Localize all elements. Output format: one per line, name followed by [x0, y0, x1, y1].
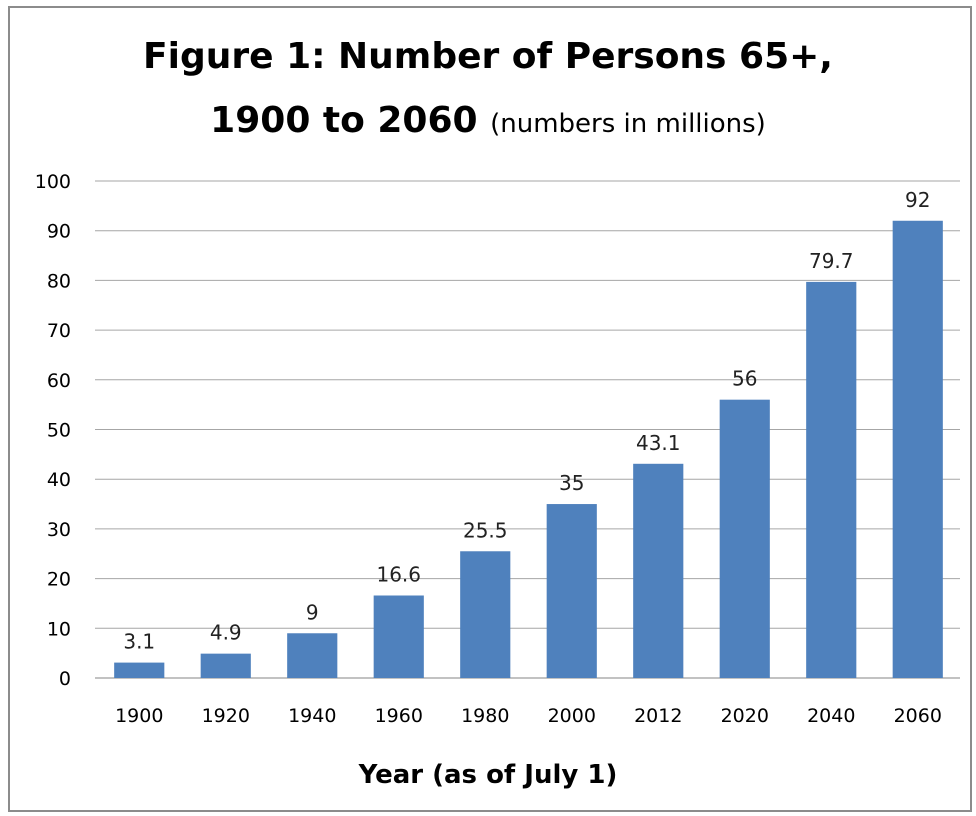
y-tick-label: 30	[47, 519, 71, 541]
bar	[546, 504, 597, 678]
x-tick-label: 2020	[721, 705, 769, 727]
x-tick-label: 2012	[634, 705, 682, 727]
bar	[114, 662, 165, 678]
chart-subtitle: (numbers in millions)	[490, 109, 766, 139]
bar	[287, 633, 338, 678]
y-tick-label: 100	[35, 171, 71, 193]
bar	[200, 653, 251, 678]
y-tick-label: 20	[47, 569, 71, 591]
data-label: 25.5	[463, 518, 508, 542]
bar	[892, 220, 943, 678]
y-tick-label: 90	[47, 221, 71, 243]
chart-title: Figure 1: Number of Persons 65+,	[143, 36, 833, 77]
data-label: 35	[559, 471, 584, 495]
x-tick-label: 1900	[115, 705, 163, 727]
bar	[633, 463, 684, 678]
data-label: 16.6	[376, 562, 421, 586]
y-tick-label: 60	[47, 370, 71, 392]
x-tick-label: 2060	[894, 705, 942, 727]
data-label: 92	[905, 188, 930, 212]
data-label: 79.7	[809, 249, 854, 273]
data-label: 3.1	[123, 630, 155, 654]
x-tick-label: 1920	[202, 705, 250, 727]
bar	[806, 281, 857, 678]
chart-title-years: 1900 to 2060	[210, 100, 478, 141]
bar	[460, 551, 511, 678]
bar	[373, 595, 424, 678]
x-axis-title: Year (as of July 1)	[358, 760, 618, 790]
data-label: 4.9	[210, 621, 242, 645]
data-label: 56	[732, 367, 757, 391]
chart-title-line2: 1900 to 2060 (numbers in millions)	[0, 100, 976, 141]
y-tick-label: 0	[59, 668, 71, 690]
y-tick-label: 50	[47, 420, 71, 442]
x-tick-label: 2000	[548, 705, 596, 727]
data-label: 9	[306, 600, 319, 624]
y-tick-label: 70	[47, 320, 71, 342]
x-tick-label: 1980	[461, 705, 509, 727]
data-label: 43.1	[636, 431, 681, 455]
x-tick-label: 1940	[288, 705, 336, 727]
y-tick-label: 80	[47, 270, 71, 292]
x-tick-label: 1960	[375, 705, 423, 727]
bar	[719, 399, 770, 678]
x-tick-label: 2040	[807, 705, 855, 727]
y-tick-label: 40	[47, 469, 71, 491]
y-tick-label: 10	[47, 618, 71, 640]
